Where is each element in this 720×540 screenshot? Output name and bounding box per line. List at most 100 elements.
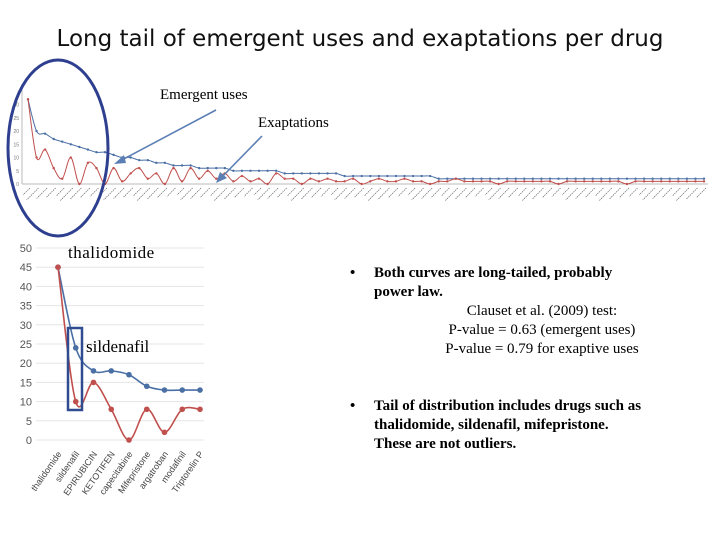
- x-tick-label: [253, 187, 262, 196]
- x-tick-label: [454, 187, 467, 200]
- data-point: [257, 169, 261, 172]
- data-point: [617, 177, 620, 180]
- data-point: [309, 177, 312, 180]
- bullet-2-line-3: These are not outliers.: [374, 436, 517, 452]
- data-point: [179, 406, 186, 413]
- data-point: [206, 166, 209, 170]
- data-point: [540, 180, 543, 183]
- data-point: [677, 177, 680, 180]
- x-tick-label: [628, 187, 638, 197]
- x-tick-label: [541, 187, 553, 199]
- x-tick-label: [344, 187, 356, 199]
- data-point: [651, 180, 654, 183]
- x-tick-label: [290, 187, 305, 201]
- data-point: [540, 177, 543, 180]
- x-tick-label: [367, 187, 382, 201]
- data-point: [103, 182, 107, 186]
- data-point: [403, 174, 406, 178]
- x-tick-label: [200, 187, 210, 198]
- data-point: [155, 161, 158, 165]
- data-point: [146, 158, 149, 162]
- data-point: [197, 406, 203, 413]
- data-point: [300, 182, 304, 186]
- data-point: [317, 172, 321, 175]
- bullet-1-line-4: P-value = 0.63 (emergent uses): [448, 322, 636, 338]
- series-line-1: [27, 99, 704, 185]
- y-tick-label: 0: [16, 182, 19, 188]
- data-point: [215, 177, 218, 180]
- data-point: [69, 156, 72, 159]
- data-point: [480, 177, 483, 180]
- data-point: [514, 180, 517, 183]
- y-tick-label: 50: [20, 243, 32, 255]
- data-point: [161, 387, 168, 393]
- x-tick-label: [334, 187, 347, 201]
- x-tick-label: [407, 187, 416, 196]
- data-point: [274, 169, 278, 172]
- data-point: [155, 172, 158, 175]
- x-tick-label: [695, 187, 707, 199]
- data-point: [583, 177, 586, 180]
- x-tick-label: [522, 187, 536, 201]
- x-tick-label: [330, 187, 339, 196]
- data-point: [497, 177, 500, 180]
- data-point: [523, 177, 526, 180]
- data-point: [557, 177, 560, 180]
- x-tick-label: [46, 187, 56, 198]
- data-point: [103, 151, 107, 154]
- bullet-1-line-1: Both curves are long-tailed, probably: [374, 265, 613, 281]
- data-point: [548, 180, 552, 183]
- data-point: [651, 177, 654, 180]
- data-point: [446, 177, 449, 180]
- data-point: [223, 166, 227, 170]
- x-tick-label: [585, 187, 596, 198]
- data-point: [300, 172, 304, 175]
- x-tick-label: [652, 187, 664, 199]
- x-tick-label: [79, 187, 91, 199]
- data-point: [146, 177, 149, 180]
- data-point: [394, 174, 398, 178]
- data-point: [232, 169, 235, 172]
- data-point: [463, 177, 466, 180]
- data-point: [591, 177, 594, 180]
- x-tick-label: [36, 187, 48, 199]
- x-tick-label: [411, 187, 424, 201]
- x-tick-label: [277, 187, 287, 198]
- x-tick-label: [638, 187, 647, 196]
- x-tick-label: [565, 187, 578, 201]
- data-point: [240, 174, 244, 178]
- x-tick-label: [136, 187, 151, 201]
- data-point: [360, 174, 363, 178]
- y-tick-label: 10: [20, 397, 32, 409]
- x-tick-label: [99, 187, 108, 196]
- y-tick-label: 10: [13, 156, 19, 162]
- x-tick-label: [69, 187, 82, 200]
- x-tick-label: [608, 187, 621, 200]
- x-tick-label: [133, 187, 142, 196]
- data-point: [702, 180, 706, 183]
- y-tick-label: 5: [26, 416, 32, 428]
- x-tick-label: [531, 187, 544, 200]
- y-tick-label: 25: [20, 339, 32, 351]
- data-point: [574, 177, 577, 180]
- x-tick-label: [431, 187, 441, 198]
- data-point: [126, 437, 132, 443]
- y-tick-label: 5: [16, 169, 19, 175]
- data-point: [172, 166, 175, 170]
- bullet-list: • Both curves are long-tailed, probably …: [350, 264, 710, 454]
- x-tick-label: [488, 187, 501, 201]
- x-tick-label: [397, 187, 407, 197]
- data-point: [531, 177, 535, 180]
- data-point: [574, 180, 577, 183]
- data-point: [480, 180, 483, 183]
- data-point: [557, 182, 560, 186]
- data-point: [565, 177, 569, 180]
- x-tick-label: [287, 187, 296, 196]
- data-point: [72, 345, 79, 351]
- data-point: [138, 166, 141, 170]
- x-tick-label: [445, 187, 459, 201]
- data-point: [420, 174, 423, 178]
- data-point: [360, 182, 363, 186]
- data-point: [266, 182, 269, 186]
- y-tick-label: 15: [20, 377, 32, 389]
